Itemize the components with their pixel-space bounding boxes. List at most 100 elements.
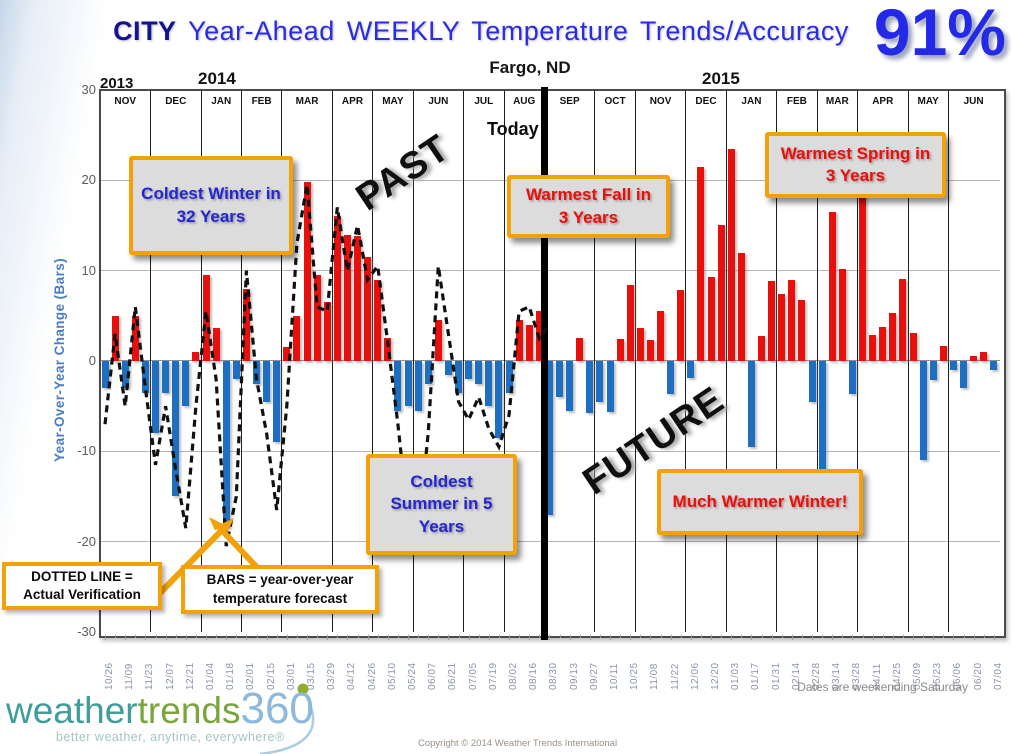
bar <box>859 189 866 361</box>
logo-tagline: better weather, anytime, everywhere® <box>56 730 285 744</box>
week-tick <box>206 635 207 640</box>
date-label: 08/02 <box>508 662 519 690</box>
week-tick <box>276 635 278 638</box>
bar <box>990 360 998 371</box>
week-tick <box>721 635 723 638</box>
week-tick <box>933 635 935 640</box>
bar <box>202 275 210 361</box>
date-label: 07/04 <box>992 662 1004 690</box>
month-label: NOV <box>649 96 672 107</box>
bar <box>737 252 745 361</box>
date-label: 01/03 <box>730 662 742 690</box>
bar <box>697 166 705 361</box>
week-tick <box>640 635 642 638</box>
accuracy-badge: 91% <box>873 0 1006 69</box>
week-tick <box>882 635 884 638</box>
bar <box>455 360 462 393</box>
week-tick <box>559 635 561 638</box>
legend-bars: BARS = year-over-year temperature foreca… <box>181 565 379 614</box>
bar <box>475 360 483 384</box>
bar <box>364 257 372 361</box>
week-tick <box>801 635 803 638</box>
year-label-2015: 2015 <box>702 69 740 88</box>
legend-bars-line-1: BARS = year-over-year <box>206 572 354 588</box>
week-tick <box>337 635 339 638</box>
bar <box>152 360 159 434</box>
date-label: 10/11 <box>609 663 620 690</box>
date-label: 09/13 <box>568 662 580 690</box>
bar <box>111 315 119 361</box>
y-tick-label: -20 <box>77 533 96 549</box>
bar <box>646 340 654 361</box>
week-tick <box>620 635 622 638</box>
week-tick <box>761 635 763 638</box>
month-label: JUN <box>963 96 984 107</box>
bar <box>919 360 927 461</box>
week-tick <box>902 635 904 638</box>
week-tick <box>307 635 308 640</box>
bar <box>778 294 786 361</box>
month-label: SEP <box>559 96 580 107</box>
bar <box>576 338 584 361</box>
date-label: 01/17 <box>750 662 762 690</box>
date-label: 06/07 <box>427 662 439 690</box>
date-label: 03/29 <box>326 662 338 690</box>
date-label: 09/27 <box>588 662 600 690</box>
month-label: MAY <box>382 96 404 107</box>
bar <box>404 360 412 407</box>
bar <box>162 360 170 393</box>
bar <box>960 360 967 389</box>
week-tick <box>731 635 733 640</box>
bar <box>222 360 230 529</box>
bar <box>182 360 190 407</box>
week-tick <box>458 635 460 638</box>
date-label: 04/26 <box>366 662 378 690</box>
bar <box>798 299 806 361</box>
annotation-much-warmer-winter: Much Warmer Winter! <box>657 469 863 535</box>
week-tick <box>973 635 975 640</box>
date-label: 01/31 <box>770 662 782 690</box>
y-tick-label: -10 <box>77 443 96 459</box>
bar <box>253 360 260 384</box>
legend-bars-line-2: temperature forecast <box>212 590 348 606</box>
bar <box>626 285 634 361</box>
month-label: FEB <box>251 96 272 107</box>
month-gridline <box>726 91 727 632</box>
bar <box>333 216 341 361</box>
week-tick <box>105 635 106 640</box>
bar <box>586 360 594 414</box>
date-label: 06/20 <box>972 662 984 690</box>
bar <box>384 338 392 361</box>
h-gridline <box>101 541 1000 542</box>
bar <box>293 315 301 361</box>
week-tick <box>599 635 601 638</box>
week-tick <box>923 635 925 638</box>
date-label: 11/08 <box>649 663 661 690</box>
week-tick <box>660 635 662 638</box>
bar <box>131 315 139 361</box>
logo-trends-text: trends <box>137 690 241 731</box>
week-tick <box>428 635 430 640</box>
week-tick <box>246 635 248 640</box>
bar <box>424 360 432 384</box>
legend-dotted-line-2: Actual Verification <box>23 587 141 602</box>
bar <box>434 320 442 361</box>
week-tick <box>367 635 369 640</box>
week-tick <box>155 635 157 638</box>
annotation-warmest-fall: Warmest Fall in 3 Years <box>507 175 670 238</box>
bar <box>657 311 664 361</box>
bar <box>747 360 755 447</box>
today-label: Today <box>487 119 539 139</box>
week-tick <box>175 635 177 638</box>
bar <box>596 360 604 402</box>
bar <box>212 327 220 361</box>
bar <box>869 334 877 361</box>
bar <box>727 148 735 361</box>
month-label: NOV <box>114 96 137 107</box>
bar <box>242 288 250 361</box>
week-tick <box>286 635 288 640</box>
bar <box>808 360 816 402</box>
week-tick <box>630 635 632 640</box>
month-label: JUL <box>474 96 494 107</box>
